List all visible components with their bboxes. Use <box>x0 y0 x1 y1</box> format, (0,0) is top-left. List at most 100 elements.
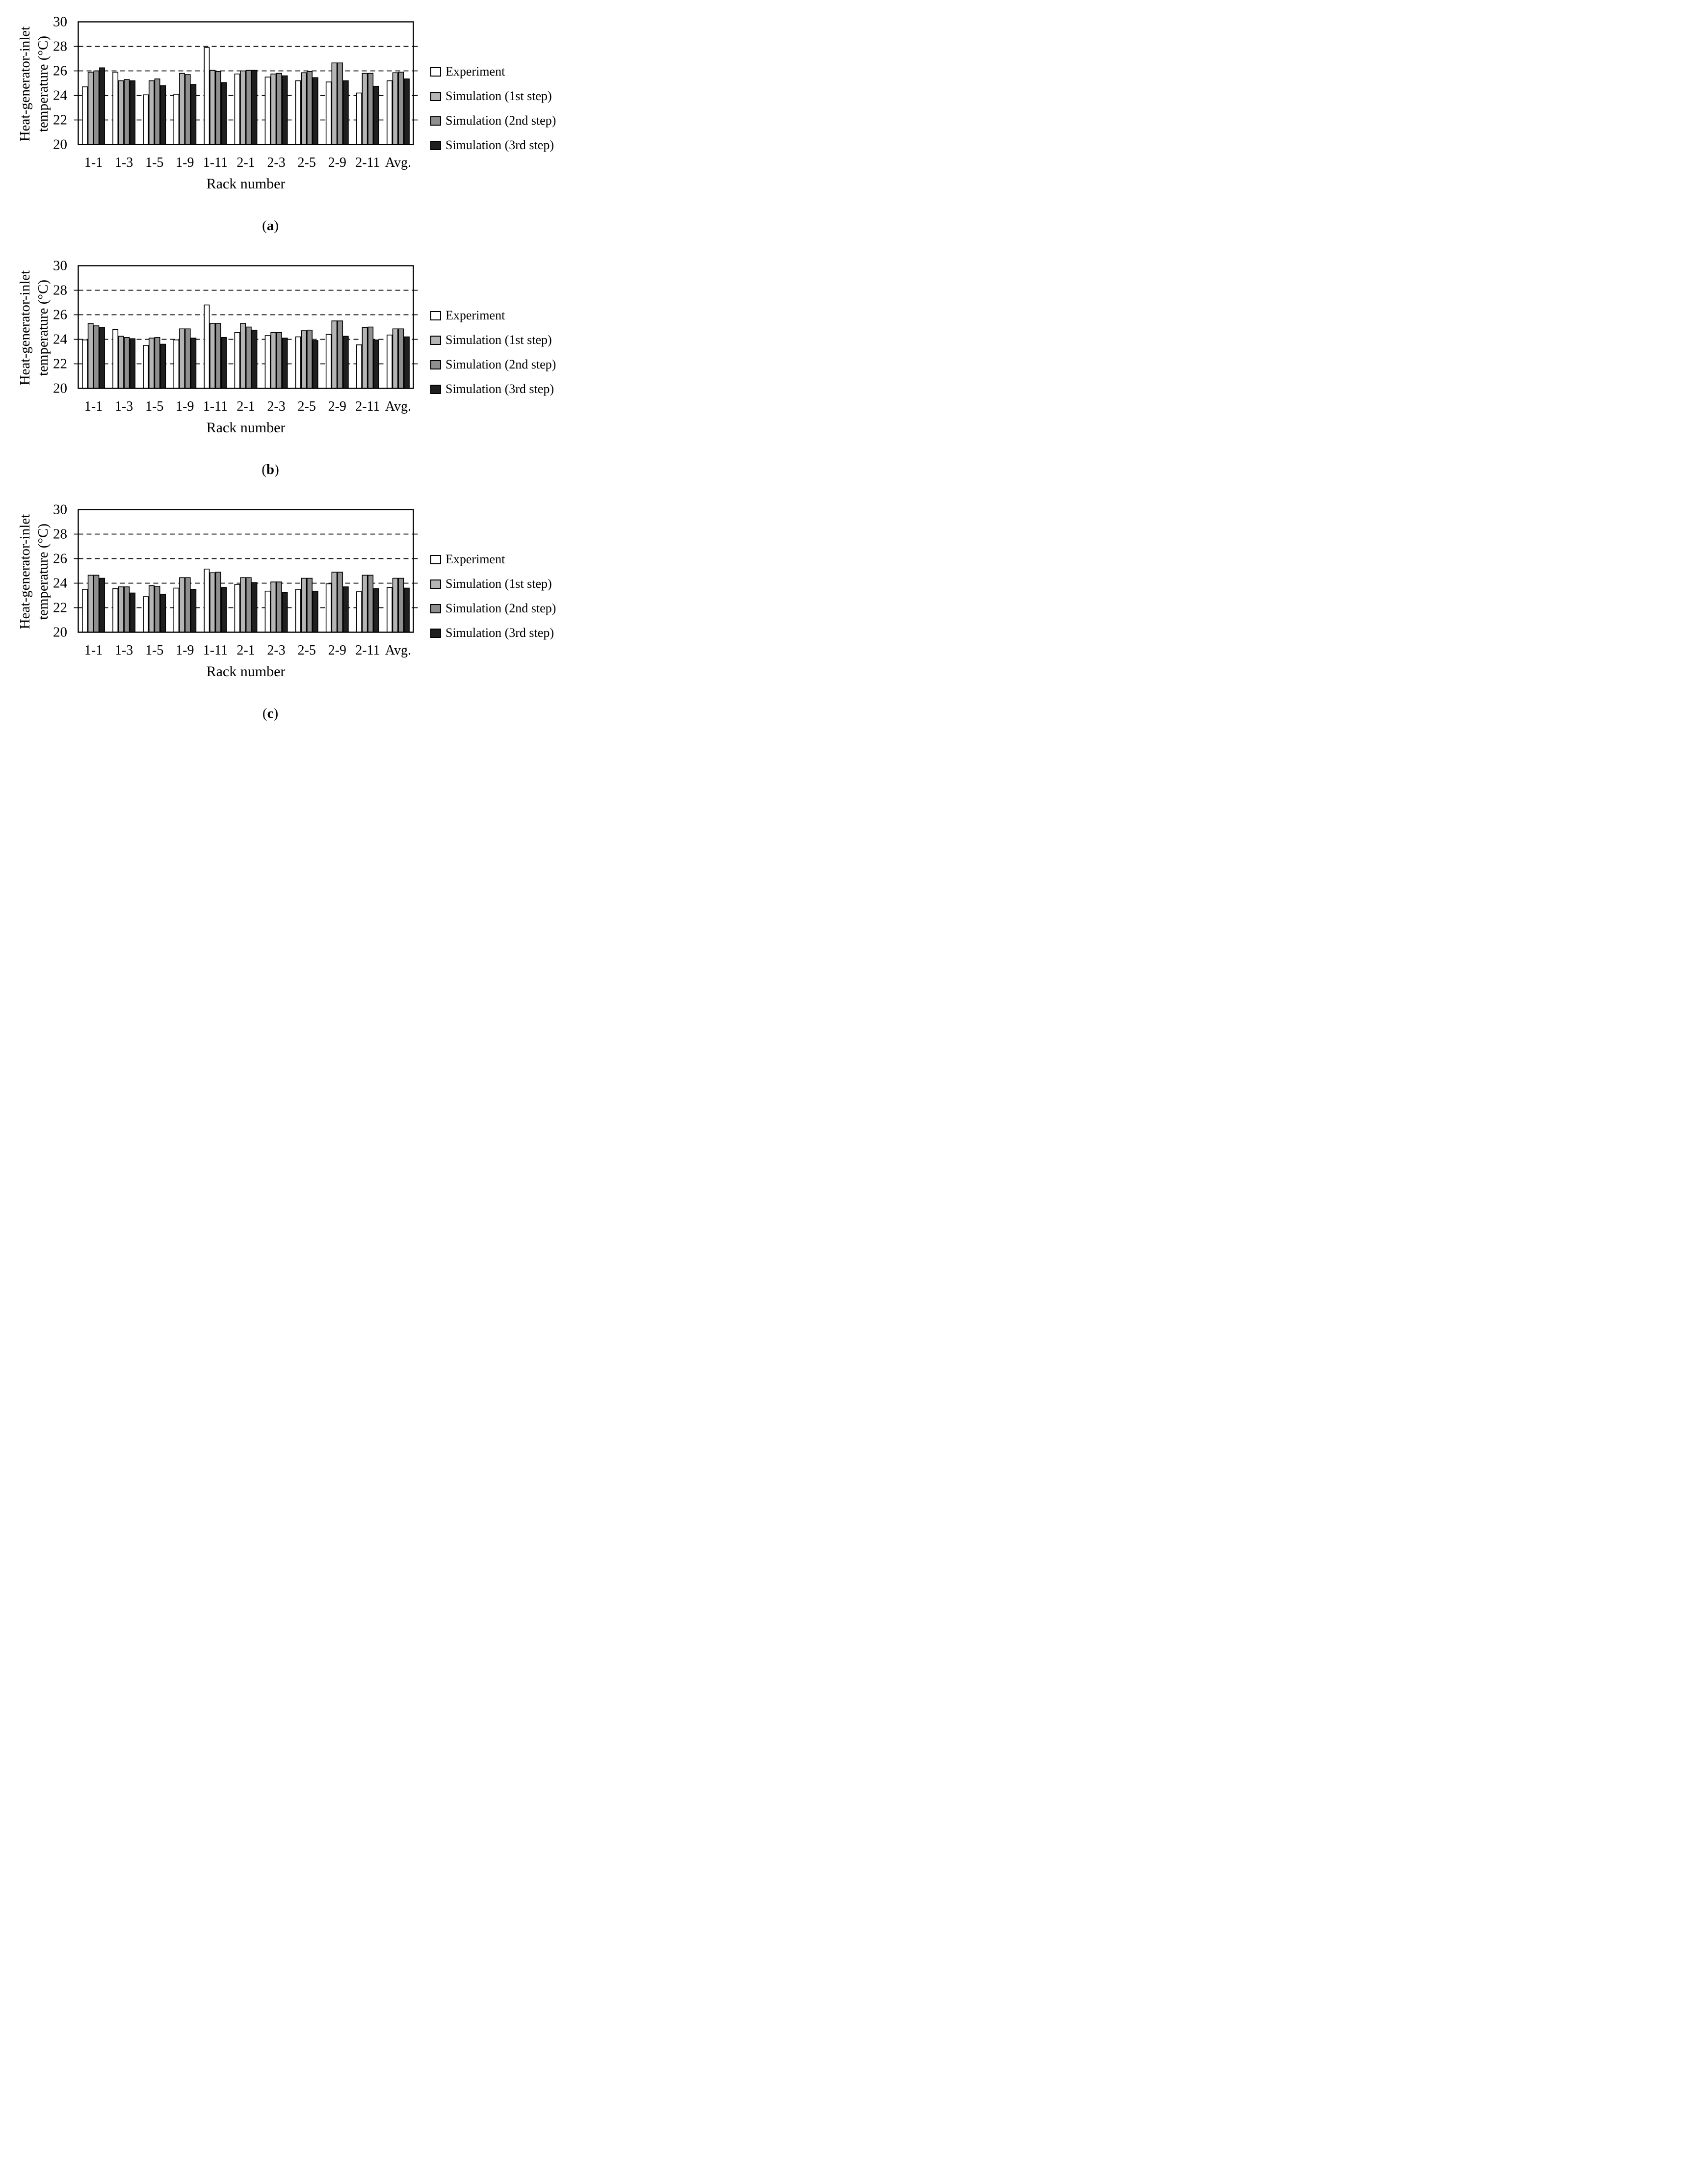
bar <box>392 328 398 389</box>
legend-swatch-simulation-2nd-step <box>430 360 441 369</box>
x-tick-label: Avg. <box>385 155 411 170</box>
bar <box>99 578 105 633</box>
bar <box>112 329 119 389</box>
legend-label: Experiment <box>446 552 505 566</box>
panel-caption-b: (b) <box>0 462 541 478</box>
caption-letter: b <box>266 462 275 477</box>
x-tick-label: 2-5 <box>298 399 316 414</box>
x-tick-label: 2-3 <box>267 399 285 414</box>
y-tick-label: 26 <box>53 551 67 567</box>
legend-item-experiment: Experiment <box>430 547 568 572</box>
y-tick-label: 28 <box>53 526 67 542</box>
plot-border <box>78 265 414 389</box>
bar <box>112 588 119 633</box>
bar <box>184 328 191 389</box>
x-tick-label: 1-11 <box>203 399 228 414</box>
y-tick-label: 30 <box>53 14 67 30</box>
legend-swatch-experiment <box>430 311 441 320</box>
bar <box>221 337 227 389</box>
bar <box>240 577 246 633</box>
legend-label: Simulation (2nd step) <box>446 357 556 371</box>
legend-item-simulation-1st-step: Simulation (1st step) <box>430 84 568 108</box>
y-tick-label: 20 <box>53 137 67 153</box>
x-tick-label: 2-9 <box>328 399 346 414</box>
bar <box>387 587 393 633</box>
bar <box>282 338 288 389</box>
legend-swatch-simulation-1st-step <box>430 335 441 345</box>
legend-label: Simulation (2nd step) <box>446 113 556 128</box>
bar <box>234 73 240 145</box>
x-tick-label: 2-11 <box>355 643 380 658</box>
legend-label: Experiment <box>446 64 505 79</box>
y-tick-label: 30 <box>53 258 67 274</box>
bar <box>190 84 197 145</box>
bar <box>398 72 404 145</box>
bar <box>392 578 398 633</box>
bar <box>179 73 185 145</box>
bar <box>148 80 155 145</box>
bar <box>87 323 94 389</box>
bar <box>295 336 301 389</box>
bar <box>403 336 410 389</box>
bar <box>356 92 362 145</box>
legend-swatch-experiment <box>430 554 441 564</box>
bar <box>154 585 160 633</box>
legend-swatch-simulation-3rd-step <box>430 140 441 150</box>
legend-swatch-experiment <box>430 67 441 77</box>
bar <box>312 340 318 389</box>
bar <box>99 327 105 389</box>
bar <box>190 589 197 633</box>
bar <box>204 568 210 633</box>
x-tick-label: Avg. <box>385 399 411 414</box>
bar <box>245 70 252 145</box>
x-tick-label: 1-11 <box>203 155 228 170</box>
bar <box>160 594 166 633</box>
bar <box>124 79 130 145</box>
bar <box>184 74 191 145</box>
x-tick-label: 2-5 <box>298 643 316 658</box>
y-tick-label: 24 <box>53 332 68 347</box>
bar <box>210 70 216 145</box>
x-tick-label: 1-9 <box>176 399 194 414</box>
legend-item-simulation-3rd-step: Simulation (3rd step) <box>430 377 568 401</box>
bar <box>124 586 130 633</box>
legend: Experiment Simulation (1st step) Simulat… <box>430 303 568 401</box>
bar <box>87 575 94 633</box>
bar <box>221 587 227 633</box>
bar <box>356 344 362 389</box>
bar <box>215 572 221 633</box>
bar <box>154 78 160 145</box>
bar <box>240 323 246 389</box>
bar <box>367 326 374 389</box>
panel-caption-a: (a) <box>0 218 541 234</box>
bar <box>184 577 191 633</box>
y-tick-label: 22 <box>53 112 67 128</box>
plot-border <box>78 509 414 633</box>
bar <box>307 71 313 145</box>
bar <box>143 94 149 145</box>
x-tick-label: 1-5 <box>145 155 163 170</box>
caption-paren: ) <box>274 218 279 234</box>
bar <box>403 78 410 145</box>
bar-chart-c: 30 28 26 24 22 20 1-1 1-3 1-5 1-9 1-11 2-1 2-3 2-5 2-9… <box>53 502 418 658</box>
bar <box>118 336 124 389</box>
legend: Experiment Simulation (1st step) Simulat… <box>430 59 568 158</box>
x-axis-title: Rack number <box>206 176 286 192</box>
x-tick-label: 1-11 <box>203 643 228 658</box>
bar <box>295 80 301 145</box>
x-tick-label: Avg. <box>385 643 411 658</box>
legend-item-experiment: Experiment <box>430 59 568 84</box>
bar <box>342 586 349 633</box>
x-tick-label: 2-1 <box>236 643 255 658</box>
bar <box>398 578 404 633</box>
bar <box>373 588 379 633</box>
caption-paren: ) <box>273 706 279 721</box>
y-tick-label: 24 <box>53 88 68 104</box>
bar <box>154 337 160 389</box>
bar <box>337 62 343 145</box>
bar <box>251 70 258 145</box>
bar <box>403 587 410 633</box>
x-tick-label: 2-1 <box>236 155 255 170</box>
y-tick-label: 20 <box>53 381 67 396</box>
x-tick-label: 1-3 <box>115 155 133 170</box>
